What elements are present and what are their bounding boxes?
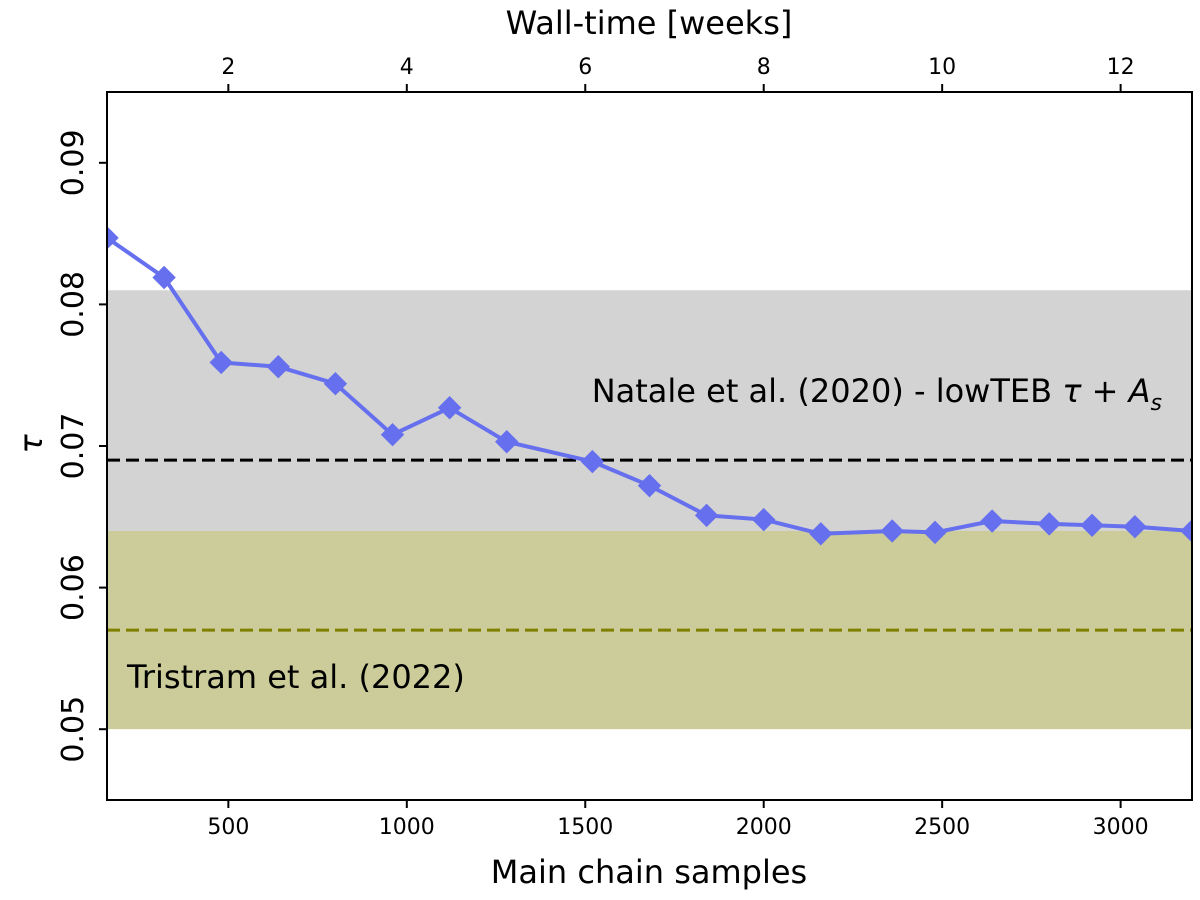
y-tick-label: 0.06 <box>56 554 91 621</box>
data-point <box>809 522 833 546</box>
ticks-layer: 500 1000 1500 2000 2500 3000 2 4 6 8 10 12 0.05 0.06 0… <box>56 55 1149 840</box>
x-tick-label: 2000 <box>736 815 792 840</box>
x-axis-title: Main chain samples <box>491 853 807 891</box>
top-x-tick-label: 6 <box>578 55 592 80</box>
data-point <box>107 226 119 250</box>
top-x-axis-title: Wall-time [weeks] <box>506 4 793 42</box>
data-point <box>209 350 233 375</box>
data-point <box>380 422 405 447</box>
tristram-annotation: Tristram et al. (2022) <box>126 658 465 696</box>
x-tick-label: 1000 <box>379 815 435 840</box>
top-x-tick-label: 8 <box>757 55 771 80</box>
data-point <box>980 509 1004 533</box>
data-point <box>694 503 719 528</box>
top-x-tick-label: 12 <box>1107 55 1135 80</box>
top-x-tick-label: 10 <box>928 55 956 80</box>
data-point <box>437 396 462 420</box>
natale-annotation: Natale et al. (2020) - lowTEB τ + As <box>592 372 1162 416</box>
series-layer <box>107 226 1192 546</box>
y-tick-label: 0.09 <box>56 129 91 196</box>
y-tick-label: 0.07 <box>56 413 91 480</box>
data-point <box>880 519 904 543</box>
data-point <box>1037 512 1061 536</box>
data-point <box>323 371 348 396</box>
top-x-tick-label: 2 <box>221 55 235 80</box>
x-tick-label: 2500 <box>914 815 970 840</box>
y-tick-label: 0.08 <box>56 271 91 338</box>
data-point <box>266 354 291 379</box>
y-tick-label: 0.05 <box>56 696 91 763</box>
data-point <box>1180 519 1192 543</box>
data-point <box>1080 513 1104 538</box>
data-point <box>752 507 776 532</box>
data-point <box>1123 515 1147 539</box>
x-tick-label: 1500 <box>557 815 613 840</box>
x-tick-label: 3000 <box>1093 815 1149 840</box>
y-axis-title: τ <box>12 434 50 454</box>
data-point <box>637 473 662 498</box>
data-point <box>580 449 605 474</box>
data-point <box>495 430 519 454</box>
series-clip-group <box>107 226 1192 546</box>
data-point <box>923 520 947 545</box>
x-tick-label: 500 <box>207 815 249 840</box>
top-x-tick-label: 4 <box>400 55 414 80</box>
data-point <box>152 265 176 290</box>
reference-lines <box>107 458 1192 632</box>
